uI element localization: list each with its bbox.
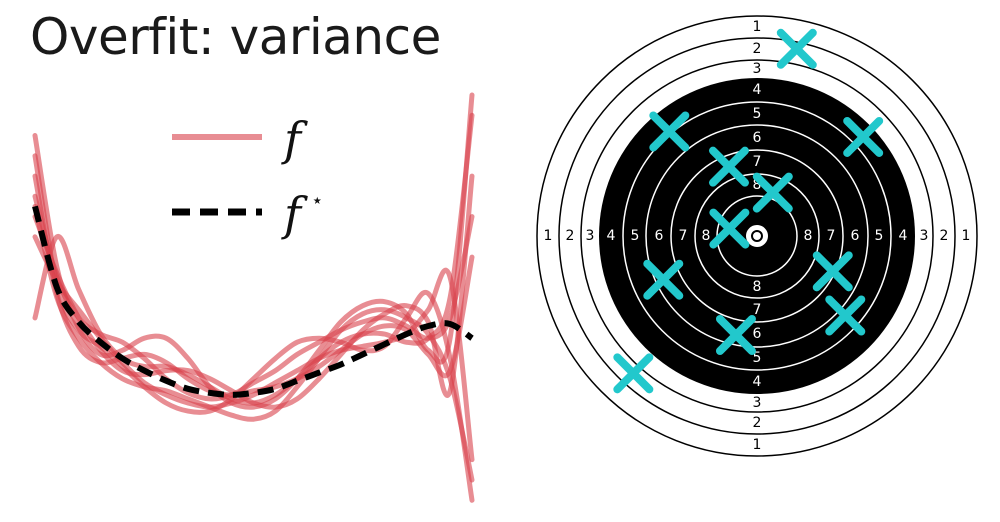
true-function-curve bbox=[32, 205, 474, 398]
outer-ring-label-1-top: 1 bbox=[753, 19, 762, 35]
fitted-curve-8 bbox=[32, 112, 475, 406]
black-ring-label-8-right: 8 bbox=[804, 228, 813, 244]
black-ring-label-6-bottom: 6 bbox=[753, 326, 762, 342]
fitted-curve-5 bbox=[32, 173, 475, 398]
black-ring-label-6-top: 6 bbox=[753, 130, 762, 146]
inner-ring-5 bbox=[622, 101, 892, 371]
outer-ring-label-2-left: 2 bbox=[566, 228, 575, 244]
outer-ring-label-1-left: 1 bbox=[544, 228, 553, 244]
black-ring-label-5-right: 5 bbox=[875, 228, 884, 244]
true-curve-group bbox=[32, 205, 474, 398]
hit-mark-1 bbox=[776, 28, 817, 69]
inner-ring-6 bbox=[645, 124, 869, 348]
black-ring-label-8-left: 8 bbox=[702, 228, 711, 244]
outer-ring-label-2-top: 2 bbox=[753, 41, 762, 57]
fitted-curves-group bbox=[32, 92, 475, 503]
inner-ring-7 bbox=[670, 149, 844, 323]
bullseye-center bbox=[751, 230, 763, 242]
legend-true-superscript: ⋆ bbox=[311, 188, 324, 212]
black-ring-label-5-top: 5 bbox=[753, 106, 762, 122]
black-ring-label-6-right: 6 bbox=[851, 228, 860, 244]
black-ring-label-4-left: 4 bbox=[607, 228, 616, 244]
hit-mark-10 bbox=[812, 251, 853, 292]
fitted-curve-7 bbox=[32, 173, 475, 410]
black-ring-label-4-top: 4 bbox=[753, 82, 762, 98]
outer-ring-label-3-bottom: 3 bbox=[753, 395, 762, 411]
chart-legend: f f ⋆ bbox=[172, 112, 324, 241]
black-ring-label-6-left: 6 bbox=[655, 228, 664, 244]
fitted-curve-6 bbox=[32, 153, 475, 503]
black-ring-label-5-left: 5 bbox=[631, 228, 640, 244]
black-ring-label-7-bottom: 7 bbox=[753, 302, 762, 318]
hit-mark-7 bbox=[643, 259, 684, 300]
target-rings-group bbox=[536, 15, 978, 457]
outer-ring-label-1-right: 1 bbox=[962, 228, 971, 244]
hit-mark-6 bbox=[709, 208, 750, 249]
hit-mark-3 bbox=[843, 116, 884, 157]
hit-mark-2 bbox=[649, 111, 690, 152]
hit-mark-9 bbox=[825, 295, 866, 336]
black-ring-label-8-bottom: 8 bbox=[753, 279, 762, 295]
black-ring-label-4-right: 4 bbox=[899, 228, 908, 244]
page-title: Overfit: variance bbox=[30, 8, 441, 66]
black-ring-label-7-right: 7 bbox=[827, 228, 836, 244]
black-ring-label-8-top: 8 bbox=[753, 177, 762, 193]
outer-ring-label-3-left: 3 bbox=[586, 228, 595, 244]
black-ring-label-5-bottom: 5 bbox=[753, 350, 762, 366]
outer-ring-label-3-right: 3 bbox=[920, 228, 929, 244]
black-ring-label-4-bottom: 4 bbox=[753, 374, 762, 390]
variance-line-chart: f f ⋆ bbox=[32, 92, 475, 503]
outer-ring-label-2-right: 2 bbox=[940, 228, 949, 244]
black-ring-label-7-left: 7 bbox=[679, 228, 688, 244]
outer-ring-label-2-bottom: 2 bbox=[753, 415, 762, 431]
outer-ring-label-1-bottom: 1 bbox=[753, 437, 762, 453]
fitted-curve-3 bbox=[32, 92, 475, 410]
hit-mark-4 bbox=[708, 146, 749, 187]
black-ring-label-7-top: 7 bbox=[753, 154, 762, 170]
hit-mark-5 bbox=[752, 172, 793, 213]
outer-ring-label-3-top: 3 bbox=[753, 61, 762, 77]
target-hits-group bbox=[613, 28, 884, 394]
hit-mark-8 bbox=[715, 314, 756, 355]
hit-mark-11 bbox=[613, 353, 654, 394]
